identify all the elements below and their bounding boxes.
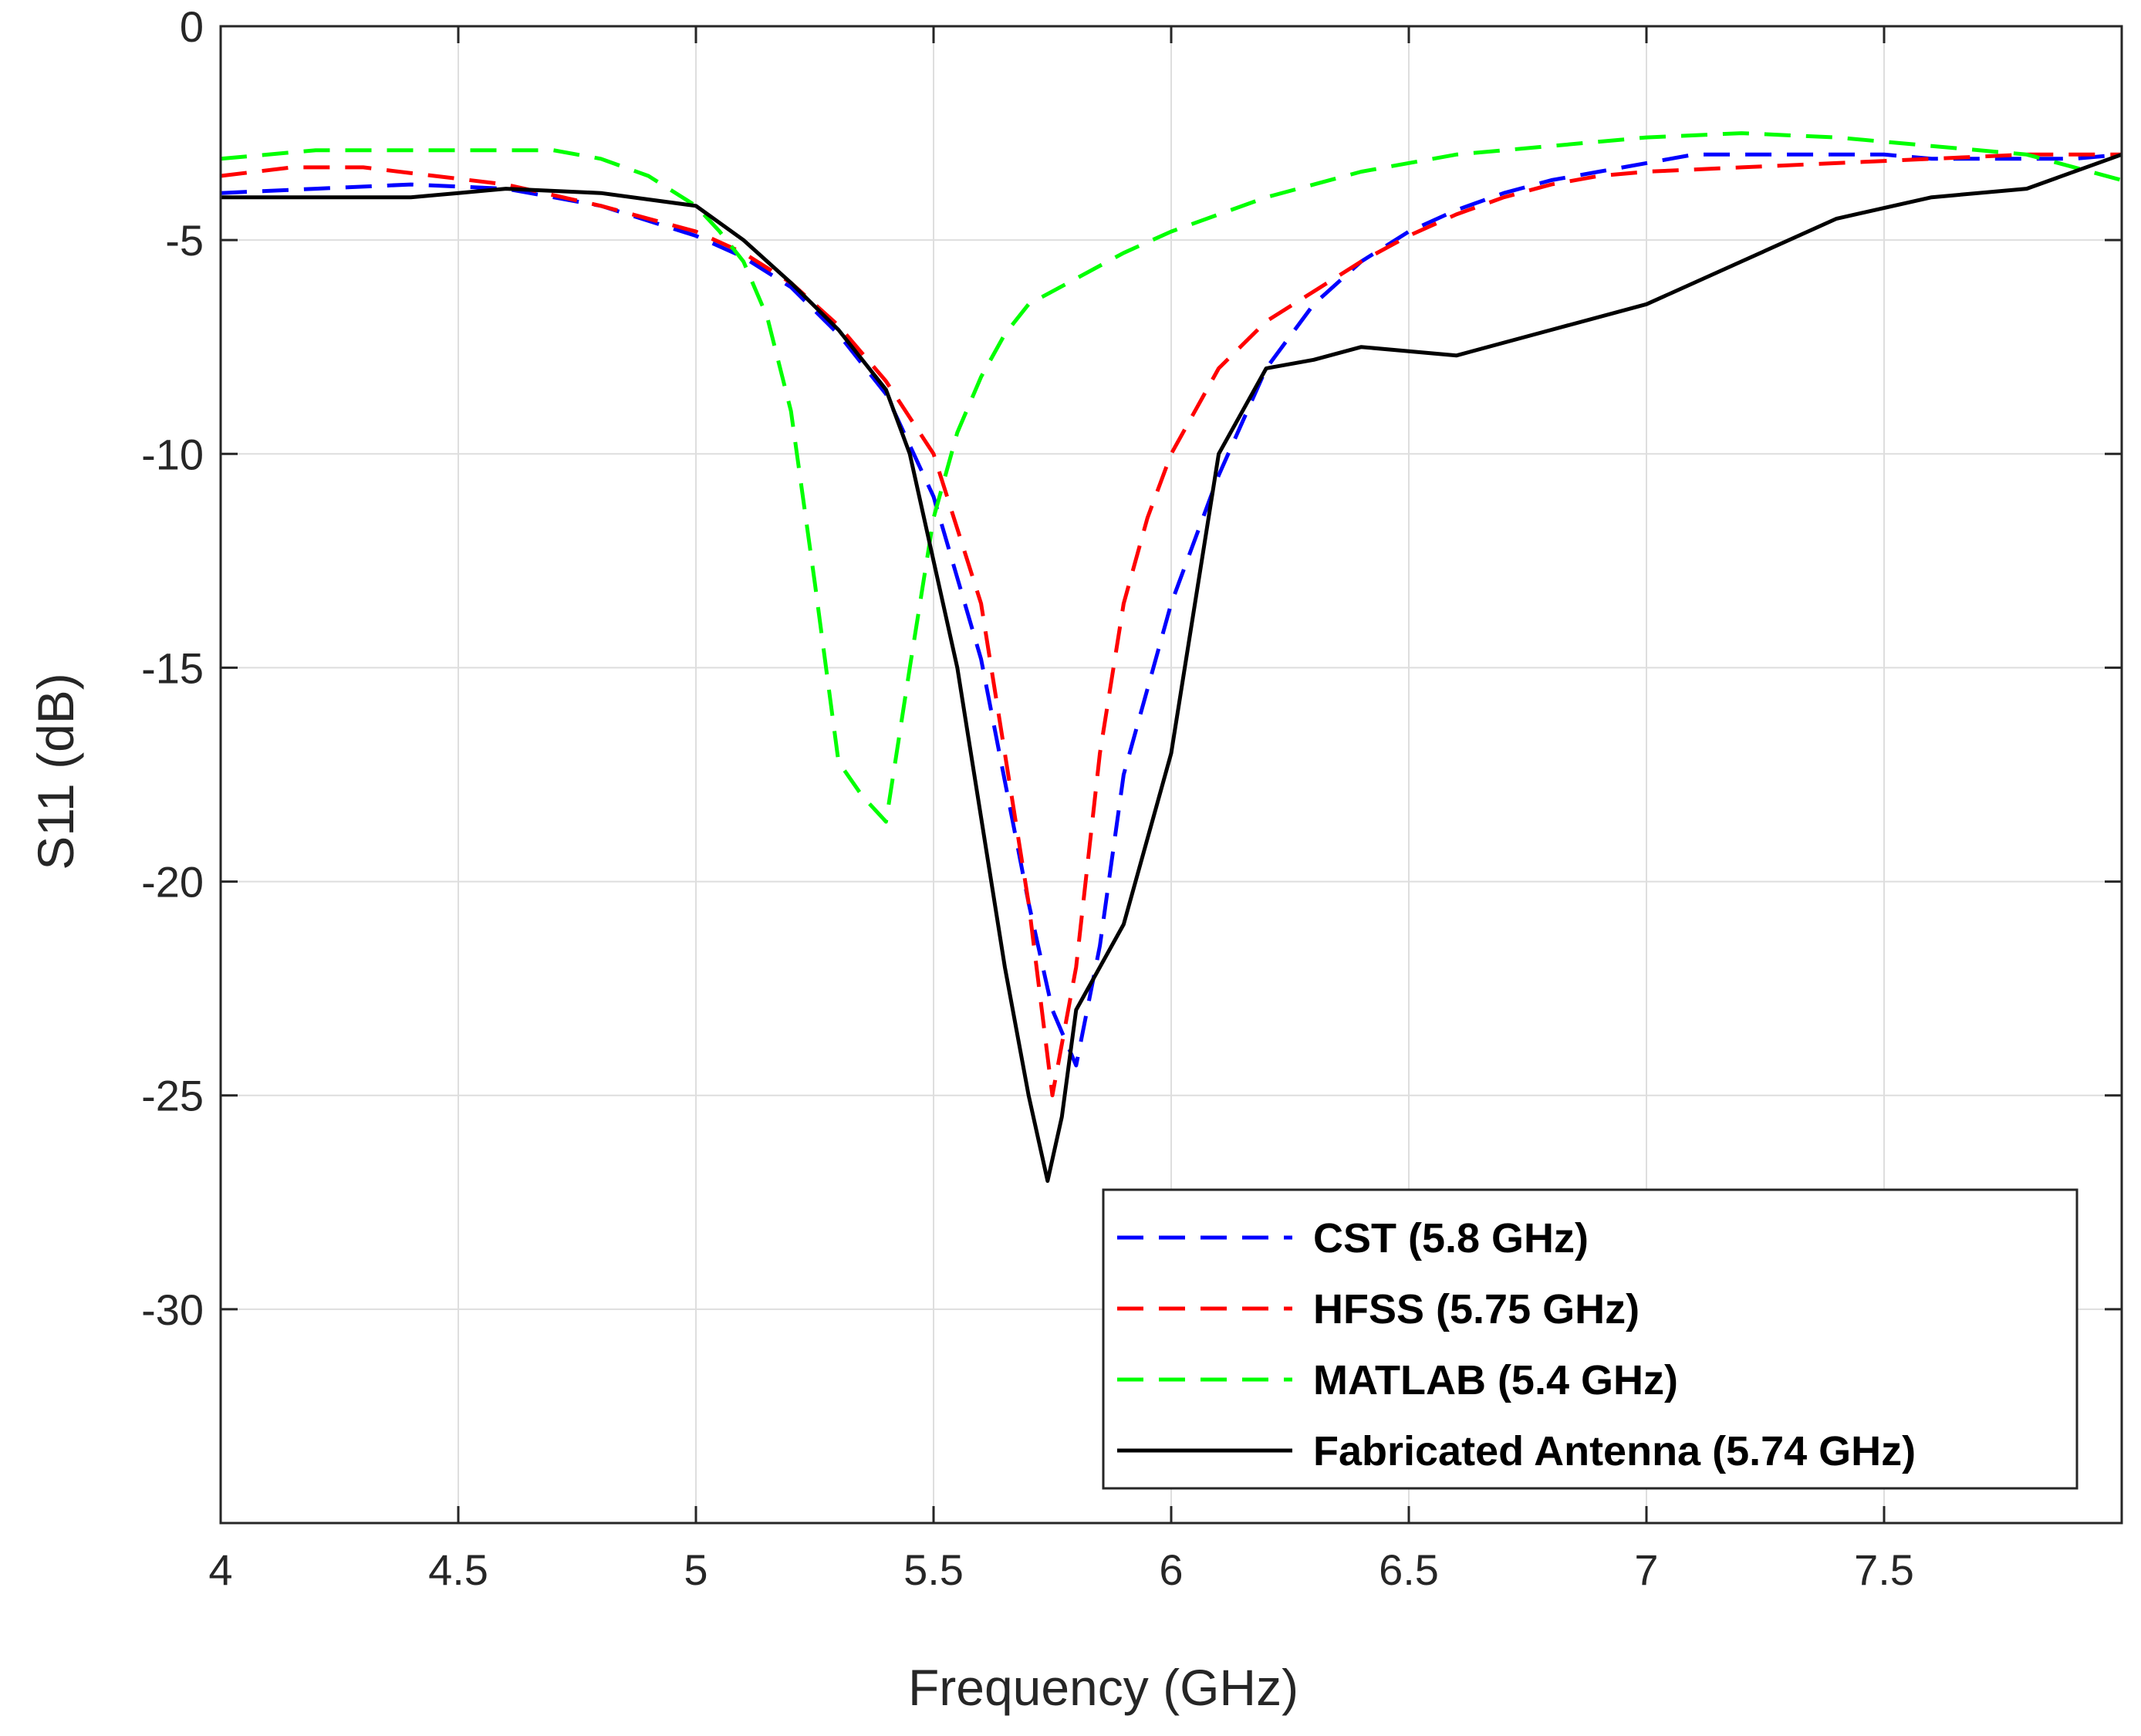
x-tick-labels: 4 4.5 5 5.5 6 6.5 7 7.5	[208, 1545, 1914, 1594]
x-tick-label: 5	[684, 1545, 707, 1594]
legend: CST (5.8 GHz) HFSS (5.75 GHz) MATLAB (5.4 …	[1102, 1188, 2079, 1490]
y-tick-label: -5	[165, 216, 204, 265]
y-tick-label: -25	[141, 1072, 204, 1120]
x-tick-label: 4.5	[428, 1545, 488, 1594]
axis-ticks	[219, 25, 2122, 1523]
y-tick-label: -10	[141, 430, 204, 478]
x-tick-label: 7	[1634, 1545, 1658, 1594]
legend-label: CST (5.8 GHz)	[1313, 1215, 1589, 1261]
series-line-3	[221, 152, 2122, 1184]
y-axis-label: S11 (dB)	[27, 673, 84, 870]
x-tick-label: 6.5	[1379, 1545, 1439, 1594]
y-tick-labels: 0 -5 -10 -15 -20 -25 -30	[141, 2, 204, 1334]
legend-label: HFSS (5.75 GHz)	[1313, 1286, 1640, 1332]
x-axis-label: Frequency (GHz)	[908, 1659, 1298, 1716]
legend-label: MATLAB (5.4 GHz)	[1313, 1357, 1678, 1403]
legend-label: Fabricated Antenna (5.74 GHz)	[1313, 1428, 1916, 1474]
x-tick-label: 7.5	[1854, 1545, 1914, 1594]
x-tick-label: 4	[208, 1545, 232, 1594]
y-tick-label: -30	[141, 1285, 204, 1334]
x-tick-label: 5.5	[903, 1545, 964, 1594]
y-tick-label: -15	[141, 643, 204, 692]
series-line-1	[220, 152, 2122, 1098]
series-lines	[220, 131, 2122, 1184]
y-tick-label: -20	[141, 858, 204, 907]
y-tick-label: 0	[180, 2, 204, 51]
x-tick-label: 6	[1159, 1545, 1183, 1594]
series-line-0	[220, 152, 2122, 1068]
